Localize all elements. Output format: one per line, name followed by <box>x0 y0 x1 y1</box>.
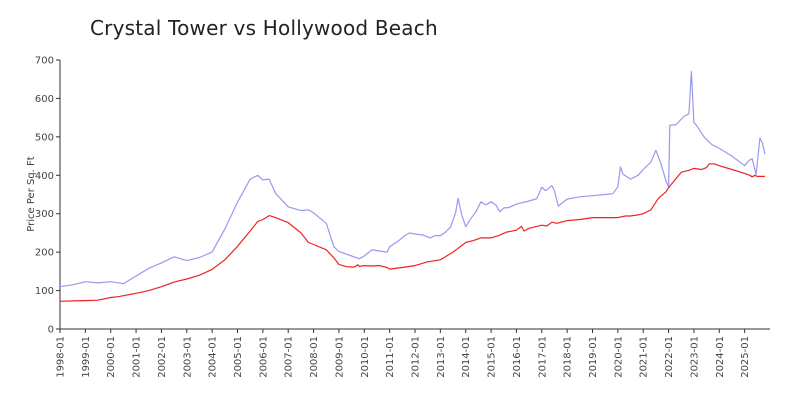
y-tick-label: 200 <box>35 248 54 259</box>
x-tick-label: 2021-01 <box>639 336 650 378</box>
x-tick-label: 1999-01 <box>81 336 92 378</box>
y-tick-label: 700 <box>35 56 54 67</box>
x-tick-label: 2000-01 <box>106 336 117 378</box>
series-line-hollywood-beach <box>59 163 765 302</box>
y-tick-label: 0 <box>48 325 54 336</box>
x-tick-label: 2004-01 <box>208 336 219 378</box>
x-tick-label: 2020-01 <box>613 336 624 378</box>
x-axis: 1998-01 1999-01 2000-01 2001-01 2002-01 2003-… <box>56 328 770 378</box>
x-tick-label: 2016-01 <box>512 336 523 378</box>
chart-title: Crystal Tower vs Hollywood Beach <box>90 16 438 40</box>
x-tick-label: 2018-01 <box>563 336 574 378</box>
y-tick-label: 300 <box>35 209 54 220</box>
y-axis: 0 100 200 300 400 500 600 700 <box>35 56 61 336</box>
x-tick-label: 2013-01 <box>436 336 447 378</box>
x-tick-label: 2010-01 <box>360 336 371 378</box>
x-tick-label: 2008-01 <box>309 336 320 378</box>
x-tick-label: 2015-01 <box>487 336 498 378</box>
x-tick-label: 1998-01 <box>56 336 67 378</box>
x-tick-label: 2011-01 <box>385 336 396 378</box>
x-tick-label: 2022-01 <box>664 336 675 378</box>
x-tick-label: 2003-01 <box>182 336 193 378</box>
x-tick-label: 2001-01 <box>132 336 143 378</box>
y-tick-label: 400 <box>35 171 54 182</box>
series-layer <box>59 70 766 302</box>
y-tick-label: 600 <box>35 94 54 105</box>
x-tick-label: 2007-01 <box>284 336 295 378</box>
x-tick-label: 2019-01 <box>588 336 599 378</box>
x-tick-label: 2025-01 <box>740 336 751 378</box>
x-tick-label: 2017-01 <box>537 336 548 378</box>
y-tick-label: 500 <box>35 132 54 143</box>
x-tick-label: 2009-01 <box>334 336 345 378</box>
x-tick-label: 2023-01 <box>689 336 700 378</box>
y-axis-label: Price Per Sq. Ft <box>26 156 37 231</box>
x-tick-label: 2002-01 <box>157 336 168 378</box>
x-tick-label: 2014-01 <box>461 336 472 378</box>
x-tick-label: 2024-01 <box>715 336 726 378</box>
x-tick-label: 2012-01 <box>411 336 422 378</box>
x-tick-label: 2005-01 <box>233 336 244 378</box>
y-tick-label: 100 <box>35 286 54 297</box>
x-tick-label: 2006-01 <box>258 336 269 378</box>
series-line-crystal-tower <box>59 70 766 288</box>
